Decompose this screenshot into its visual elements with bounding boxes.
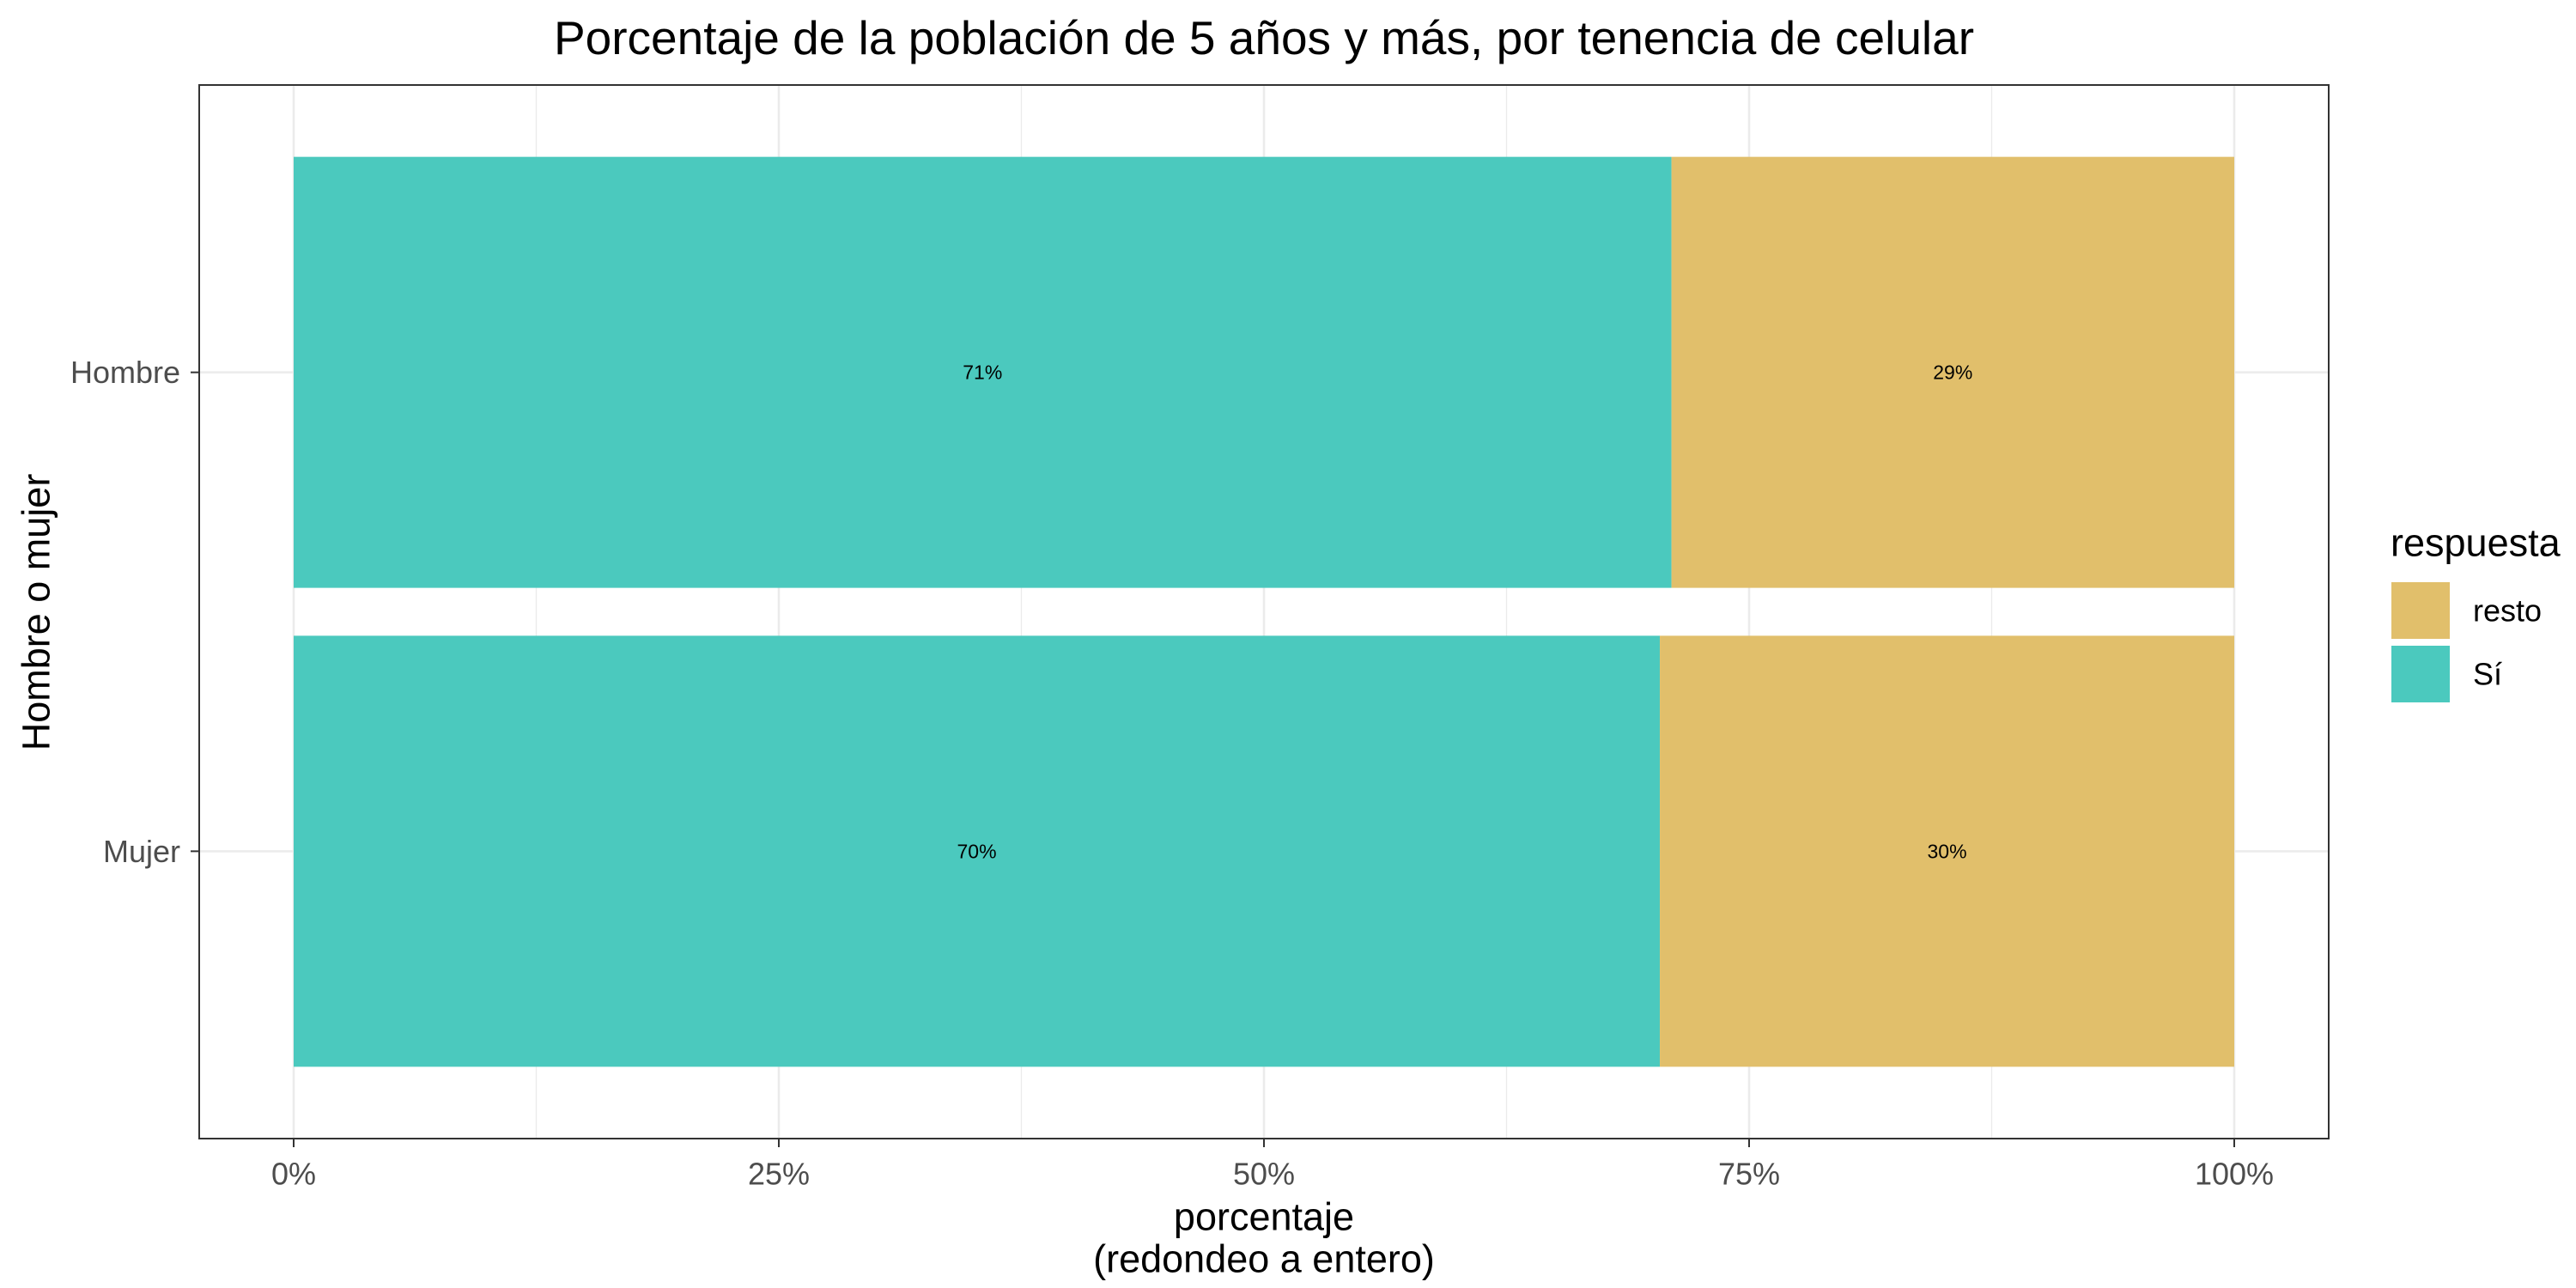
- data-label-si-hombre: 71%: [963, 361, 1002, 384]
- bars: [294, 156, 2234, 1067]
- bar-segment-si-mujer: [294, 635, 1661, 1067]
- bar-segment-resto-hombre: [1671, 156, 2234, 588]
- data-label-resto-hombre: 29%: [1933, 361, 1972, 384]
- x-axis-tick-labels: 0% 25% 50% 75% 100%: [271, 1157, 2274, 1192]
- legend-label-si: Sí: [2473, 657, 2502, 692]
- y-axis-tick-labels: Hombre Mujer: [70, 355, 180, 869]
- y-tick-label-mujer: Mujer: [103, 834, 180, 869]
- x-tick-label: 100%: [2195, 1157, 2274, 1192]
- x-axis-title-second-line: (redondeo a entero): [1093, 1237, 1435, 1281]
- x-tick-label: 25%: [748, 1157, 810, 1192]
- bar-segment-si-hombre: [294, 156, 1672, 588]
- y-tick-label-hombre: Hombre: [70, 355, 180, 390]
- x-axis-title: porcentaje: [1174, 1195, 1354, 1239]
- x-tick-label: 75%: [1718, 1157, 1780, 1192]
- y-axis-title: Hombre o mujer: [15, 474, 58, 751]
- legend: respuesta resto Sí: [2391, 521, 2561, 702]
- legend-key-resto: [2391, 582, 2450, 639]
- x-tick-label: 50%: [1233, 1157, 1295, 1192]
- axis-ticks: [191, 371, 2235, 1147]
- bar-segment-resto-mujer: [1660, 635, 2234, 1067]
- x-tick-label: 0%: [271, 1157, 316, 1192]
- data-labels: 71% 29% 70% 30%: [957, 361, 1972, 863]
- data-label-si-mujer: 70%: [957, 840, 996, 862]
- data-label-resto-mujer: 30%: [1927, 840, 1966, 862]
- chart-title: Porcentaje de la población de 5 años y m…: [554, 11, 1974, 64]
- legend-key-si: [2391, 646, 2450, 702]
- legend-title: respuesta: [2391, 521, 2561, 565]
- legend-label-resto: resto: [2473, 593, 2542, 629]
